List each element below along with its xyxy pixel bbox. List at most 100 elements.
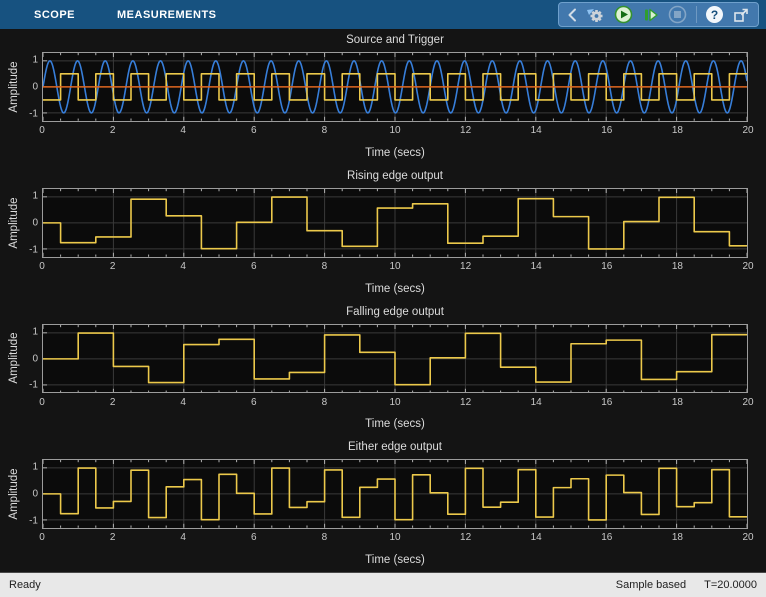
plot-panel-source-trigger: Source and Trigger Amplitude Time (secs)… bbox=[0, 29, 766, 165]
y-tick-label: 0 bbox=[32, 353, 38, 364]
x-tick-label: 18 bbox=[671, 396, 683, 408]
plot-panel-falling-edge: Falling edge output Amplitude Time (secs… bbox=[0, 301, 766, 437]
status-sample-mode: Sample based bbox=[615, 579, 687, 591]
falling-edge-output-line bbox=[43, 331, 747, 385]
x-tick-label: 18 bbox=[671, 532, 683, 544]
x-tick-label: 12 bbox=[460, 532, 472, 544]
x-tick-label: 8 bbox=[321, 396, 328, 408]
x-tick-label: 16 bbox=[601, 396, 613, 408]
source-sine-line bbox=[43, 60, 747, 114]
x-tick-label: 6 bbox=[251, 532, 257, 544]
y-tick-label: 0 bbox=[32, 488, 38, 500]
x-tick-label: 4 bbox=[180, 260, 186, 272]
tab-scope[interactable]: SCOPE bbox=[34, 8, 76, 21]
x-tick-label: 20 bbox=[742, 125, 754, 136]
plot-canvas bbox=[43, 53, 747, 121]
y-tick-label: -1 bbox=[29, 515, 38, 527]
x-tick-label: 10 bbox=[389, 125, 401, 136]
plot-axes[interactable] bbox=[42, 187, 748, 258]
plot-axes[interactable] bbox=[42, 459, 748, 529]
y-tick-label: -1 bbox=[29, 244, 38, 256]
x-tick-label: 20 bbox=[742, 532, 754, 544]
quick-access-toolbar: ? bbox=[558, 2, 759, 27]
run-icon[interactable] bbox=[614, 5, 633, 24]
x-tick-label: 12 bbox=[460, 260, 472, 272]
x-tick-label: 16 bbox=[601, 125, 613, 136]
x-tick-label: 14 bbox=[530, 125, 542, 136]
x-tick-label: 16 bbox=[601, 532, 613, 544]
toolbar-divider bbox=[696, 6, 697, 23]
y-tick-label: 1 bbox=[32, 326, 38, 338]
x-tick-label: 10 bbox=[389, 396, 401, 408]
y-axis-label: Amplitude bbox=[8, 468, 20, 520]
x-tick-label: 20 bbox=[742, 396, 754, 408]
x-tick-label: 8 bbox=[321, 125, 328, 136]
x-tick-label: 0 bbox=[39, 260, 45, 272]
pop-out-icon[interactable] bbox=[732, 6, 750, 24]
x-tick-label: 2 bbox=[109, 260, 116, 272]
help-icon[interactable]: ? bbox=[706, 6, 723, 23]
plot-canvas bbox=[43, 324, 747, 393]
y-axis-label: Amplitude bbox=[8, 61, 20, 113]
y-tick-label: 1 bbox=[32, 461, 38, 473]
x-tick-label: 12 bbox=[460, 125, 472, 136]
plot-title: Rising edge output bbox=[347, 169, 443, 182]
status-bar: Ready Sample based T=20.0000 bbox=[0, 572, 766, 597]
plot-panel-rising-edge: Rising edge output Amplitude Time (secs)… bbox=[0, 165, 766, 301]
x-tick-label: 8 bbox=[321, 532, 328, 544]
x-tick-label: 10 bbox=[389, 260, 401, 272]
x-tick-label: 0 bbox=[39, 532, 45, 544]
either-edge-output-line bbox=[43, 467, 747, 521]
x-tick-label: 12 bbox=[460, 396, 472, 408]
y-tick-label: 0 bbox=[32, 81, 38, 93]
toolstrip: SCOPE MEASUREMENTS bbox=[0, 0, 766, 29]
x-tick-label: 14 bbox=[530, 532, 542, 544]
x-tick-label: 8 bbox=[321, 260, 328, 272]
y-tick-label: -1 bbox=[29, 379, 38, 391]
status-ready: Ready bbox=[9, 579, 41, 591]
rising-edge-output-line bbox=[43, 196, 747, 250]
x-tick-label: 4 bbox=[180, 396, 186, 408]
status-sim-time: T=20.0000 bbox=[704, 579, 757, 591]
y-axis-label: Amplitude bbox=[8, 197, 20, 249]
plot-axes[interactable] bbox=[42, 323, 748, 394]
y-tick-label: 1 bbox=[32, 54, 38, 66]
plot-axes[interactable] bbox=[42, 52, 748, 122]
stop-icon bbox=[668, 5, 687, 24]
y-tick-label: 1 bbox=[32, 190, 38, 202]
x-tick-label: 6 bbox=[251, 125, 257, 136]
x-tick-label: 4 bbox=[180, 532, 186, 544]
x-axis-label: Time (secs) bbox=[365, 554, 425, 566]
y-tick-label: 0 bbox=[32, 217, 38, 229]
settings-gear-icon[interactable] bbox=[586, 6, 605, 24]
step-forward-icon[interactable] bbox=[642, 6, 659, 24]
plot-canvas bbox=[43, 188, 747, 257]
y-tick-label: -1 bbox=[29, 108, 38, 120]
x-tick-label: 6 bbox=[251, 260, 257, 272]
chevron-left-icon[interactable] bbox=[567, 7, 577, 23]
x-tick-label: 2 bbox=[109, 125, 116, 136]
x-tick-label: 20 bbox=[742, 260, 754, 272]
plot-title: Falling edge output bbox=[346, 305, 444, 318]
x-axis-label: Time (secs) bbox=[365, 282, 425, 295]
x-axis-label: Time (secs) bbox=[365, 418, 425, 431]
plot-canvas bbox=[43, 460, 747, 528]
x-tick-label: 0 bbox=[39, 396, 45, 408]
plot-panel-either-edge: Either edge output Amplitude Time (secs)… bbox=[0, 436, 766, 572]
x-tick-label: 16 bbox=[601, 260, 613, 272]
x-tick-label: 10 bbox=[389, 532, 401, 544]
tab-measurements[interactable]: MEASUREMENTS bbox=[117, 8, 217, 21]
x-axis-label: Time (secs) bbox=[365, 146, 425, 159]
x-tick-label: 2 bbox=[109, 396, 116, 408]
plot-title: Source and Trigger bbox=[346, 34, 444, 46]
y-axis-label: Amplitude bbox=[8, 332, 20, 384]
x-tick-label: 0 bbox=[39, 125, 45, 136]
x-tick-label: 14 bbox=[530, 396, 542, 408]
x-tick-label: 14 bbox=[530, 260, 542, 272]
x-tick-label: 18 bbox=[671, 260, 683, 272]
x-tick-label: 4 bbox=[180, 125, 186, 136]
x-tick-label: 2 bbox=[109, 532, 116, 544]
figure-area: Source and Trigger Amplitude Time (secs)… bbox=[0, 29, 766, 572]
plot-title: Either edge output bbox=[348, 441, 442, 454]
